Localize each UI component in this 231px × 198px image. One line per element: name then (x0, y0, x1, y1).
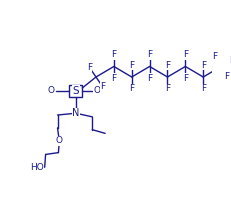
Bar (70, 85, 82, 97)
Text: F: F (183, 50, 188, 59)
Text: F: F (111, 74, 116, 83)
Text: F: F (225, 72, 230, 81)
Text: F: F (201, 84, 206, 93)
Text: F: F (229, 56, 231, 65)
Text: HO: HO (30, 163, 44, 172)
Text: F: F (87, 63, 92, 72)
Text: F: F (201, 61, 206, 69)
Text: F: F (165, 84, 170, 93)
Text: O: O (47, 86, 54, 95)
Text: F: F (147, 50, 152, 59)
Text: F: F (111, 50, 116, 59)
Text: F: F (129, 61, 134, 69)
Text: F: F (129, 84, 134, 93)
Text: S: S (73, 86, 79, 96)
Text: F: F (183, 74, 188, 83)
Text: N: N (72, 108, 79, 118)
Text: F: F (165, 61, 170, 69)
Text: F: F (100, 82, 105, 91)
Text: F: F (147, 74, 152, 83)
Text: O: O (94, 86, 101, 95)
Text: F: F (213, 52, 218, 61)
Text: O: O (56, 136, 63, 145)
